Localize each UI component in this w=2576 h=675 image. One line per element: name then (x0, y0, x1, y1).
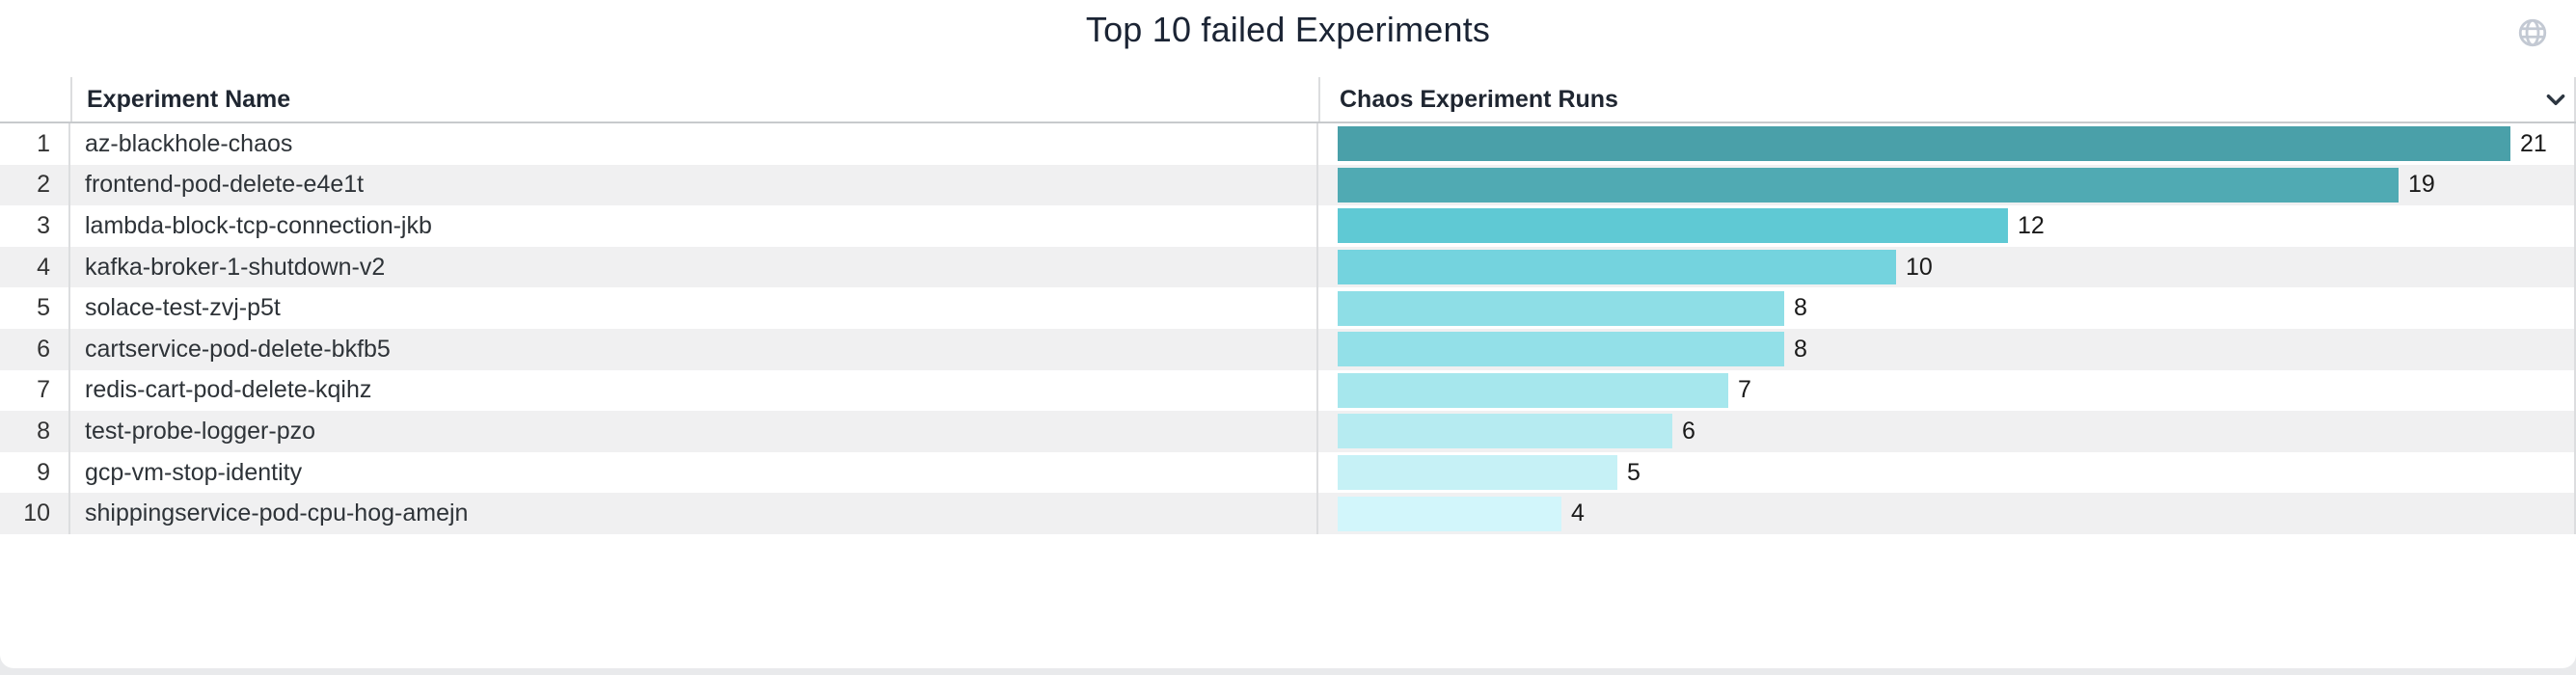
experiment-runs-value: 8 (1794, 335, 1807, 363)
experiment-runs-value: 5 (1627, 458, 1641, 486)
experiment-runs-cell: 19 (1318, 164, 2576, 206)
experiment-name: solace-test-zvj-p5t (70, 287, 1318, 329)
column-header-experiment-name[interactable]: Experiment Name (72, 77, 1320, 122)
table-body: 1 az-blackhole-chaos 21 2 frontend-pod-d… (0, 123, 2576, 534)
row-rank: 4 (0, 246, 70, 288)
table-row: 4 kafka-broker-1-shutdown-v2 10 (0, 246, 2576, 288)
experiment-runs-cell: 8 (1318, 328, 2576, 370)
globe-icon[interactable] (2516, 16, 2549, 49)
experiment-name: frontend-pod-delete-e4e1t (70, 164, 1318, 206)
experiment-runs-value: 10 (1906, 253, 1933, 281)
panel-header: Top 10 failed Experiments (0, 0, 2576, 77)
experiments-table: Experiment Name Chaos Experiment Runs 1 … (0, 77, 2576, 534)
experiment-runs-bar (1338, 496, 1561, 531)
table-row: 6 cartservice-pod-delete-bkfb5 8 (0, 328, 2576, 370)
experiment-runs-value: 21 (2520, 129, 2547, 157)
chevron-down-icon[interactable] (2543, 87, 2568, 112)
experiment-runs-value: 19 (2408, 171, 2435, 199)
chaos-runs-header-label: Chaos Experiment Runs (1340, 85, 1618, 113)
row-rank: 5 (0, 287, 70, 329)
experiment-name: az-blackhole-chaos (70, 123, 1318, 165)
experiment-runs-bar (1338, 455, 1617, 491)
experiment-name: cartservice-pod-delete-bkfb5 (70, 328, 1318, 370)
experiment-runs-value: 4 (1571, 500, 1585, 527)
table-row: 10 shippingservice-pod-cpu-hog-amejn 4 (0, 493, 2576, 534)
row-rank: 1 (0, 123, 70, 165)
rank-column-header (0, 77, 72, 122)
table-row: 2 frontend-pod-delete-e4e1t 19 (0, 164, 2576, 206)
experiment-runs-value: 7 (1738, 376, 1751, 404)
experiment-name: gcp-vm-stop-identity (70, 451, 1318, 494)
table-row: 1 az-blackhole-chaos 21 (0, 123, 2576, 165)
table-header-row: Experiment Name Chaos Experiment Runs (0, 77, 2576, 123)
experiment-runs-cell: 10 (1318, 246, 2576, 288)
panel-title: Top 10 failed Experiments (1085, 10, 1491, 49)
experiment-name: lambda-block-tcp-connection-jkb (70, 205, 1318, 247)
experiment-runs-cell: 4 (1318, 493, 2576, 534)
column-header-chaos-experiment-runs: Chaos Experiment Runs (1320, 77, 2576, 122)
experiment-runs-cell: 21 (1318, 123, 2576, 165)
row-rank: 7 (0, 369, 70, 412)
row-rank: 6 (0, 328, 70, 370)
table-row: 8 test-probe-logger-pzo 6 (0, 411, 2576, 452)
experiment-runs-bar (1338, 290, 1784, 326)
experiment-name: shippingservice-pod-cpu-hog-amejn (70, 493, 1318, 534)
experiment-runs-value: 6 (1682, 417, 1695, 445)
table-row: 5 solace-test-zvj-p5t 8 (0, 287, 2576, 329)
table-row: 3 lambda-block-tcp-connection-jkb 12 (0, 205, 2576, 247)
row-rank: 2 (0, 164, 70, 206)
experiment-name-header-label: Experiment Name (87, 85, 291, 113)
experiment-runs-cell: 7 (1318, 369, 2576, 412)
experiment-name: kafka-broker-1-shutdown-v2 (70, 246, 1318, 288)
row-rank: 8 (0, 411, 70, 452)
experiment-runs-bar (1338, 250, 1896, 285)
table-row: 7 redis-cart-pod-delete-kqihz 7 (0, 369, 2576, 412)
experiment-runs-cell: 8 (1318, 287, 2576, 329)
experiment-runs-cell: 5 (1318, 451, 2576, 494)
row-rank: 3 (0, 205, 70, 247)
experiment-runs-bar (1338, 332, 1784, 367)
table-row: 9 gcp-vm-stop-identity 5 (0, 451, 2576, 494)
row-rank: 10 (0, 493, 70, 534)
experiment-runs-bar (1338, 414, 1672, 449)
experiment-runs-bar (1338, 372, 1728, 408)
experiment-runs-value: 12 (2018, 211, 2045, 239)
row-rank: 9 (0, 451, 70, 494)
experiment-runs-cell: 12 (1318, 205, 2576, 247)
experiment-runs-bar (1338, 208, 2008, 244)
experiment-name: redis-cart-pod-delete-kqihz (70, 369, 1318, 412)
experiment-runs-cell: 6 (1318, 411, 2576, 452)
experiment-runs-bar (1338, 126, 2510, 162)
experiment-runs-bar (1338, 167, 2399, 202)
experiment-name: test-probe-logger-pzo (70, 411, 1318, 452)
experiment-runs-value: 8 (1794, 294, 1807, 322)
